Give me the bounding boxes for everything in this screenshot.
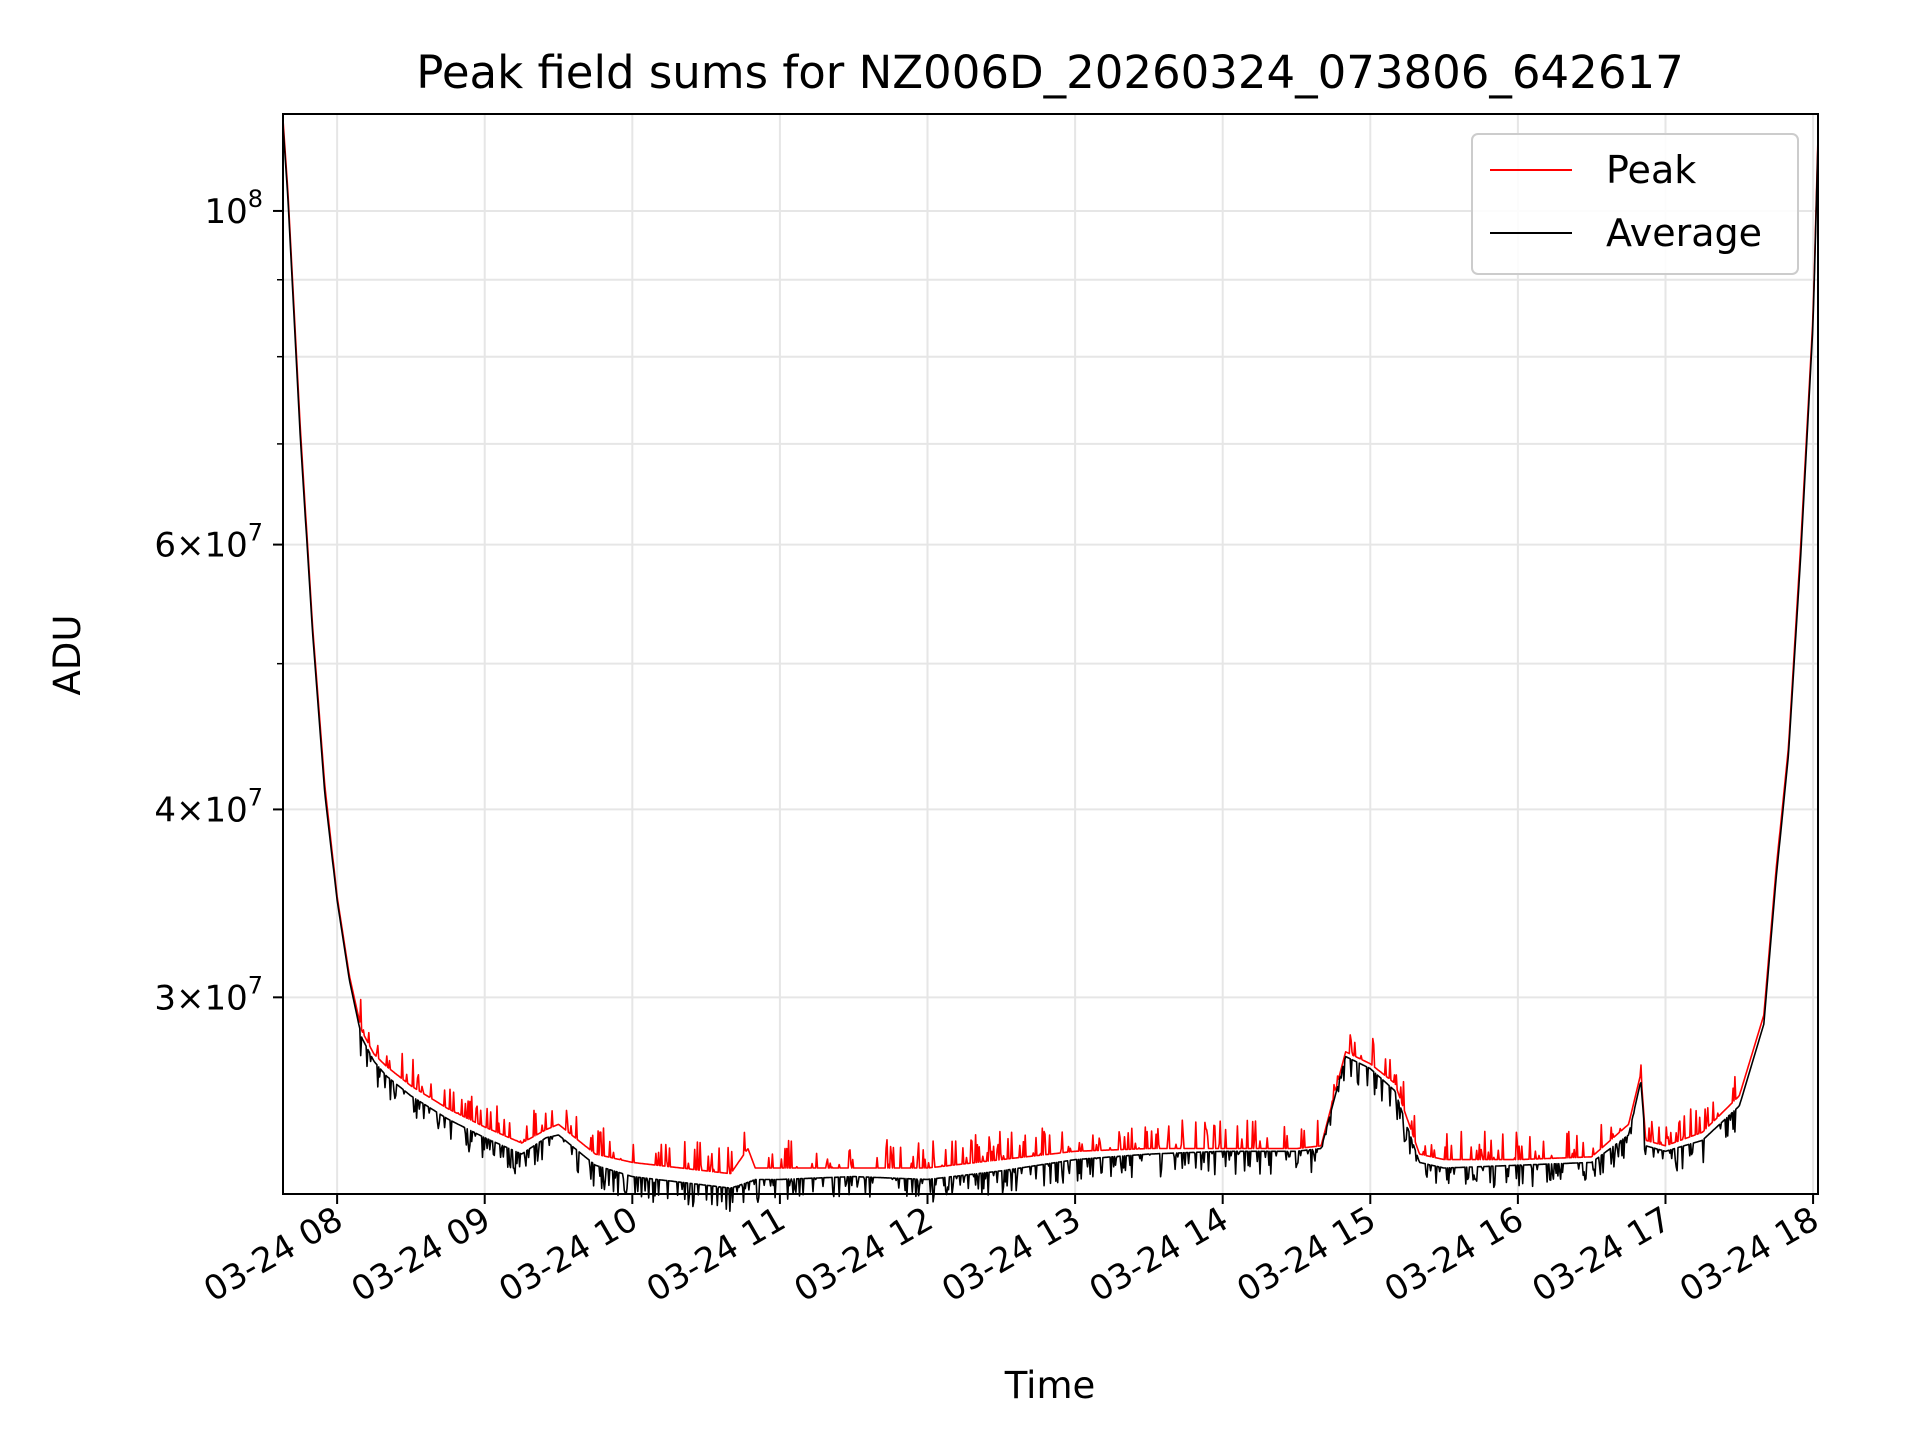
chart-title: Peak field sums for NZ006D_20260324_0738… — [416, 46, 1683, 99]
x-axis-label: Time — [1004, 1364, 1096, 1407]
y-tick-label: 108 — [204, 185, 263, 232]
y-axis-label: ADU — [46, 615, 89, 696]
legend[interactable]: Peak Average — [1471, 133, 1799, 275]
y-tick-label: 3×107 — [154, 971, 263, 1018]
series-line-peak — [282, 119, 1819, 1175]
legend-label-peak: Peak — [1606, 148, 1696, 192]
y-tick-label: 6×107 — [154, 519, 263, 566]
legend-label-average: Average — [1606, 211, 1762, 255]
axes-frame — [282, 113, 1819, 1195]
series-line-average — [282, 125, 1819, 1212]
y-tick-label: 4×107 — [154, 783, 263, 830]
